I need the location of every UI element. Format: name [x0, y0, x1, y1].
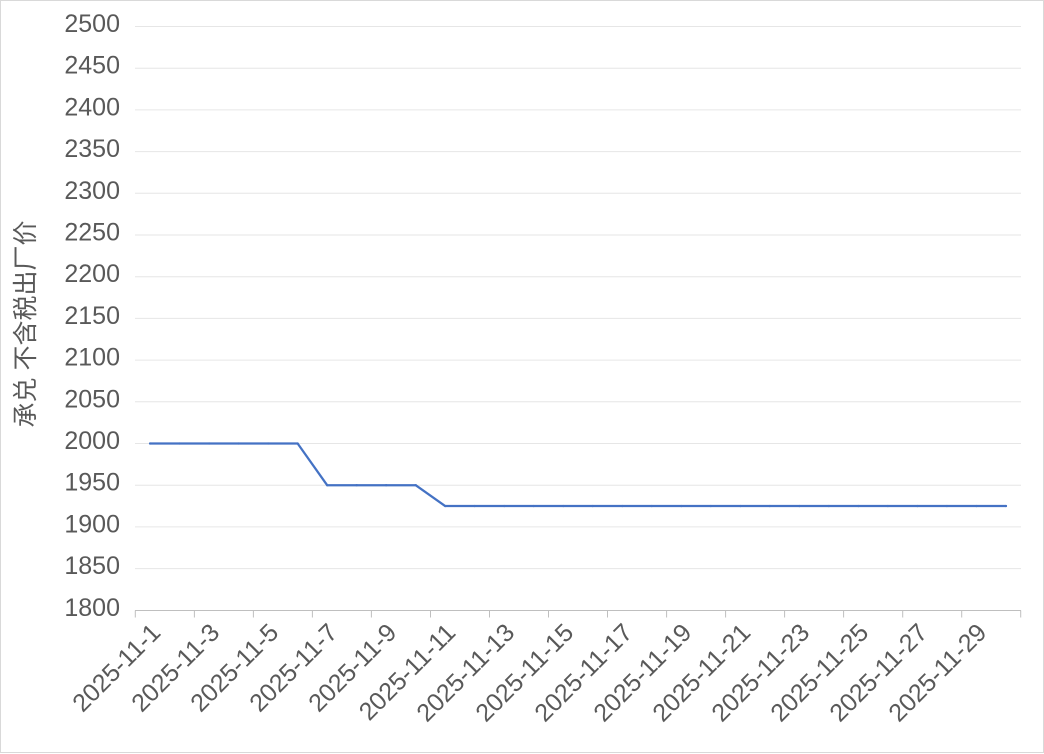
svg-text:1950: 1950	[64, 469, 120, 497]
svg-text:2150: 2150	[64, 302, 120, 330]
svg-text:2000: 2000	[64, 427, 120, 455]
svg-text:1850: 1850	[64, 552, 120, 580]
svg-text:2500: 2500	[64, 10, 120, 38]
svg-text:1900: 1900	[64, 510, 120, 538]
svg-text:2400: 2400	[64, 93, 120, 121]
svg-text:2200: 2200	[64, 260, 120, 288]
svg-text:2450: 2450	[64, 52, 120, 80]
svg-text:2050: 2050	[64, 385, 120, 413]
svg-text:承兑 不含税出厂价: 承兑 不含税出厂价	[12, 221, 40, 428]
svg-text:2350: 2350	[64, 135, 120, 163]
svg-text:2100: 2100	[64, 344, 120, 372]
svg-text:1800: 1800	[64, 594, 120, 622]
svg-text:2300: 2300	[64, 177, 120, 205]
svg-text:2250: 2250	[64, 219, 120, 247]
